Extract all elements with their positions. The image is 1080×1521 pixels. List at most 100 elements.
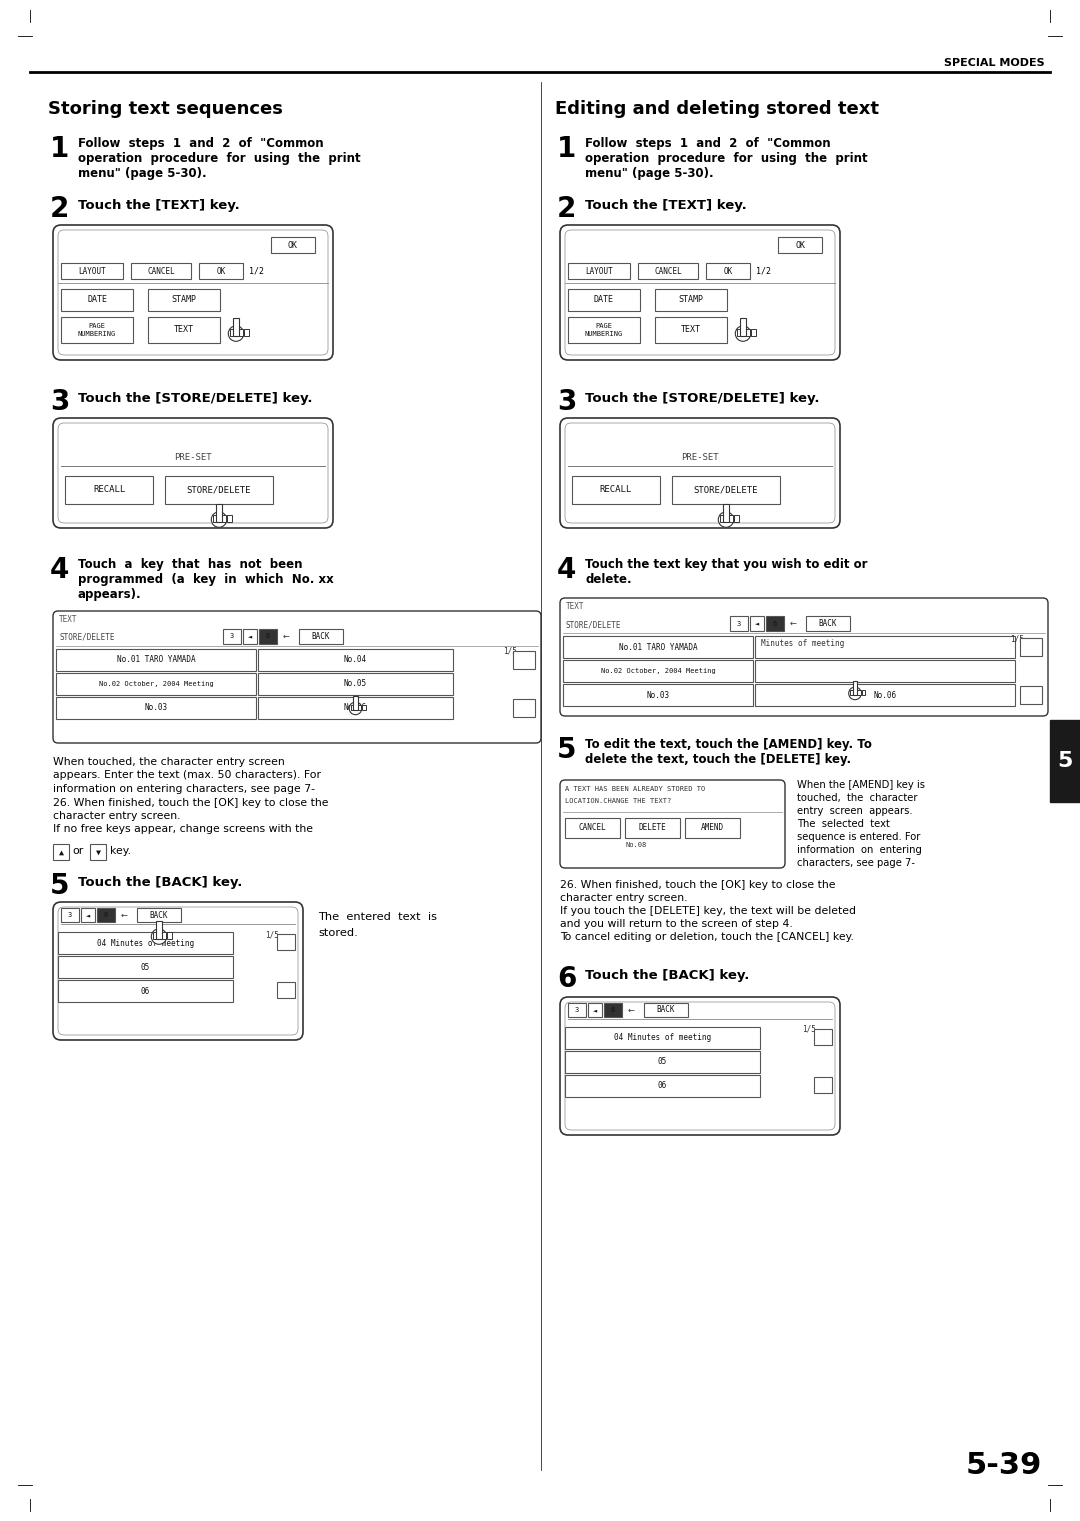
Text: LAYOUT: LAYOUT xyxy=(585,266,612,275)
Text: STORE/DELETE: STORE/DELETE xyxy=(566,621,621,630)
Text: operation  procedure  for  using  the  print: operation procedure for using the print xyxy=(78,152,361,164)
Bar xyxy=(81,908,95,922)
Bar xyxy=(513,700,535,716)
Text: ←: ← xyxy=(627,1005,635,1015)
Bar xyxy=(60,263,123,278)
Text: Touch the [STORE/DELETE] key.: Touch the [STORE/DELETE] key. xyxy=(78,392,312,405)
Bar xyxy=(720,516,725,522)
Text: 6: 6 xyxy=(611,1007,616,1013)
Bar xyxy=(625,818,680,838)
FancyBboxPatch shape xyxy=(561,225,840,360)
Text: TEXT: TEXT xyxy=(174,325,194,335)
Bar xyxy=(353,695,357,710)
Bar xyxy=(230,329,234,336)
Bar xyxy=(351,704,354,710)
Text: PAGE
NUMBERING: PAGE NUMBERING xyxy=(78,324,117,336)
Bar xyxy=(737,329,741,336)
Bar xyxy=(654,289,727,310)
Bar xyxy=(258,649,453,671)
Text: RECALL: RECALL xyxy=(93,485,125,494)
Bar xyxy=(299,630,343,643)
Text: Touch the [BACK] key.: Touch the [BACK] key. xyxy=(78,876,242,888)
Text: DATE: DATE xyxy=(87,295,107,304)
Circle shape xyxy=(228,325,244,341)
Text: 1/5: 1/5 xyxy=(802,1025,815,1034)
Text: entry  screen  appears.: entry screen appears. xyxy=(797,806,913,815)
Text: 1/5: 1/5 xyxy=(265,929,279,938)
Bar xyxy=(850,691,853,695)
Text: No.06: No.06 xyxy=(874,691,896,700)
Bar xyxy=(755,684,1015,706)
Bar xyxy=(706,263,750,278)
Bar xyxy=(1020,637,1042,656)
Bar xyxy=(258,697,453,719)
Text: 3: 3 xyxy=(68,913,72,919)
Text: and you will return to the screen of step 4.: and you will return to the screen of ste… xyxy=(561,919,793,929)
Text: RECALL: RECALL xyxy=(599,485,632,494)
Bar xyxy=(604,1002,622,1018)
Bar xyxy=(563,636,753,659)
FancyBboxPatch shape xyxy=(53,225,333,360)
Bar xyxy=(357,704,362,710)
Bar xyxy=(58,932,233,954)
Bar xyxy=(814,1077,832,1094)
Text: PAGE
NUMBERING: PAGE NUMBERING xyxy=(585,324,623,336)
Text: TEXT: TEXT xyxy=(59,614,78,624)
Text: To edit the text, touch the [AMEND] key. To: To edit the text, touch the [AMEND] key.… xyxy=(585,738,872,751)
Bar xyxy=(56,697,256,719)
Text: A TEXT HAS BEEN ALREADY STORED TO: A TEXT HAS BEEN ALREADY STORED TO xyxy=(565,786,705,792)
Bar xyxy=(563,660,753,681)
Text: BACK: BACK xyxy=(150,911,168,920)
Bar xyxy=(588,1002,602,1018)
Bar xyxy=(806,616,850,631)
Bar xyxy=(65,476,153,503)
Text: ←: ← xyxy=(789,619,797,628)
Text: Minutes of meeting: Minutes of meeting xyxy=(761,639,845,648)
Bar xyxy=(53,844,69,859)
Text: STORE/DELETE: STORE/DELETE xyxy=(693,485,758,494)
FancyBboxPatch shape xyxy=(53,611,541,742)
Text: STAMP: STAMP xyxy=(678,295,703,304)
Text: When touched, the character entry screen: When touched, the character entry screen xyxy=(53,757,285,767)
Text: AMEND: AMEND xyxy=(701,823,724,832)
FancyBboxPatch shape xyxy=(58,423,328,523)
FancyBboxPatch shape xyxy=(561,418,840,528)
Text: 6: 6 xyxy=(773,621,778,627)
Text: ←: ← xyxy=(121,911,129,920)
Text: 2: 2 xyxy=(50,195,69,224)
Bar xyxy=(565,818,620,838)
Bar xyxy=(239,329,243,336)
Text: Storing text sequences: Storing text sequences xyxy=(48,100,283,119)
Text: 6: 6 xyxy=(104,913,108,919)
Text: No.08: No.08 xyxy=(625,843,646,849)
Circle shape xyxy=(151,929,166,945)
Bar xyxy=(740,318,746,336)
Bar xyxy=(750,616,764,631)
Text: Touch the [TEXT] key.: Touch the [TEXT] key. xyxy=(585,199,746,211)
Bar xyxy=(746,329,751,336)
Text: 5-39: 5-39 xyxy=(966,1451,1042,1480)
Text: CANCEL: CANCEL xyxy=(579,823,606,832)
Text: No.06: No.06 xyxy=(343,704,367,712)
Text: PRE-SET: PRE-SET xyxy=(174,453,212,462)
Bar xyxy=(730,616,748,631)
Text: Touch the [TEXT] key.: Touch the [TEXT] key. xyxy=(78,199,240,211)
Text: ◄: ◄ xyxy=(755,621,759,627)
Text: 5: 5 xyxy=(557,736,577,764)
Bar xyxy=(258,672,453,695)
Bar xyxy=(862,691,865,695)
Text: No.03: No.03 xyxy=(647,691,670,700)
Text: 1/2: 1/2 xyxy=(756,268,771,275)
Bar xyxy=(56,672,256,695)
Bar xyxy=(199,263,243,278)
Text: TEXT: TEXT xyxy=(681,325,701,335)
Text: ▼: ▼ xyxy=(95,847,100,856)
Text: 3: 3 xyxy=(737,621,741,627)
Bar xyxy=(755,636,1015,659)
Bar xyxy=(568,1002,586,1018)
Bar xyxy=(568,316,640,344)
Bar xyxy=(814,1030,832,1045)
Bar xyxy=(222,630,241,643)
Text: BACK: BACK xyxy=(819,619,837,628)
Text: Follow  steps  1  and  2  of  "Common: Follow steps 1 and 2 of "Common xyxy=(78,137,324,151)
